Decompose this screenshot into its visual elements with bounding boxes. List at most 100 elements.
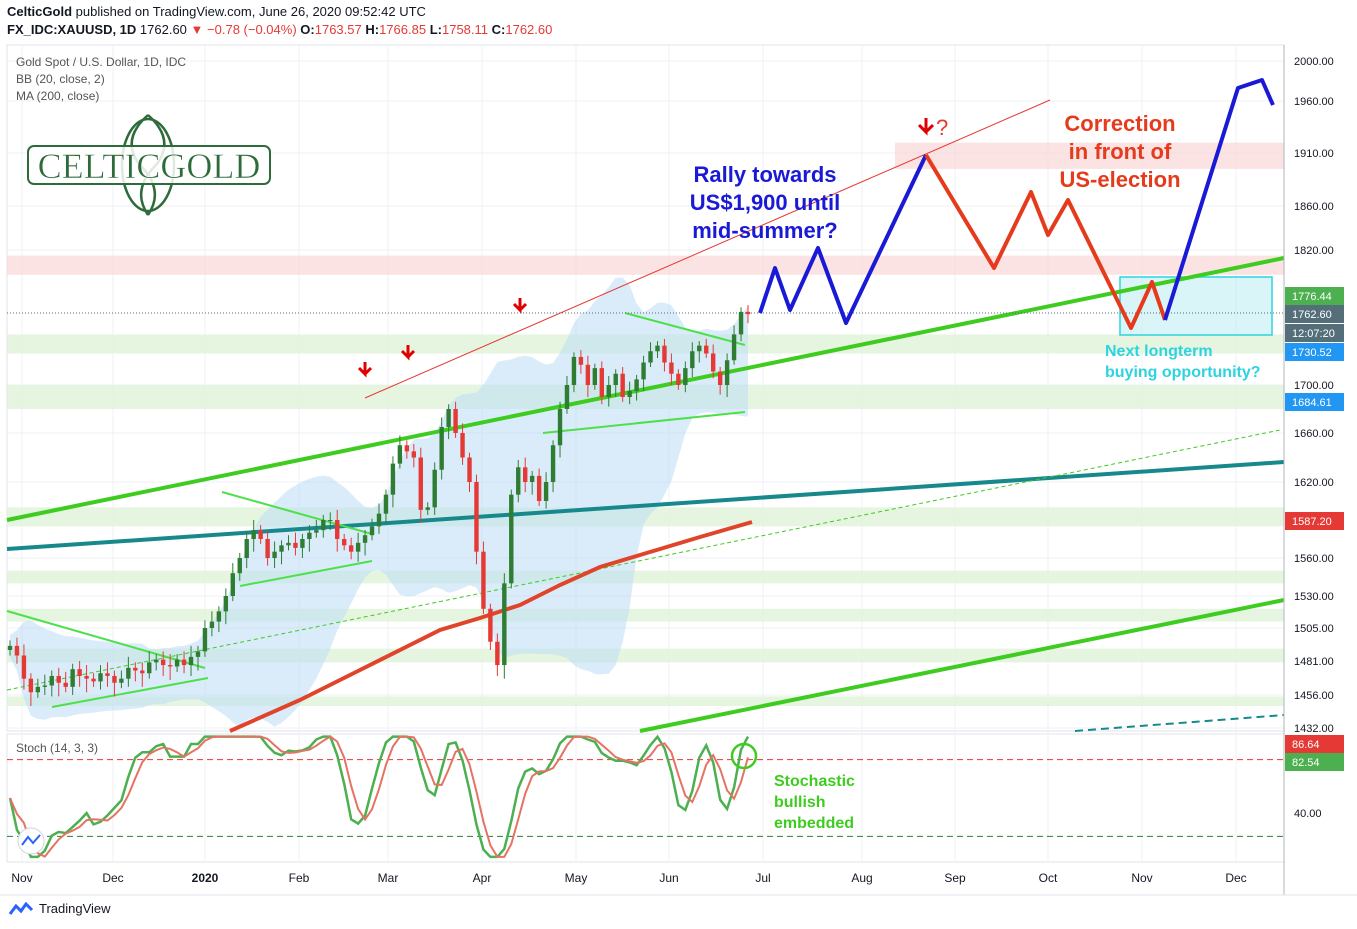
- celticgold-logo: CELTICGOLD: [27, 114, 271, 216]
- candle-body: [446, 409, 451, 427]
- candle-body: [411, 451, 417, 458]
- rally-line-1: Rally towards: [693, 162, 836, 187]
- candle-body: [724, 360, 730, 385]
- candle-body: [251, 530, 256, 539]
- y-tick-label: 1456.00: [1294, 690, 1334, 702]
- question-mark: ?: [936, 115, 948, 140]
- symbol: FX_IDC:XAUUSD, 1D: [7, 22, 137, 37]
- price-zone: [7, 696, 1284, 706]
- y-tick-label: 1432.00: [1294, 723, 1334, 735]
- candle-body: [42, 685, 48, 687]
- x-tick-label: Dec: [102, 871, 123, 885]
- candle-body: [641, 362, 646, 380]
- projection-correction: [924, 153, 1167, 330]
- mid-trend-line: [6, 460, 1285, 551]
- candle-body: [710, 353, 716, 372]
- next-annotation: Next longterm buying opportunity?: [1105, 343, 1261, 381]
- candle-body: [648, 351, 653, 363]
- price-label-bg: [1285, 512, 1344, 530]
- candle-body: [35, 686, 41, 693]
- correction-line-3: US-election: [1059, 167, 1180, 192]
- stoch-highlight-circle: [730, 742, 758, 770]
- high-value: 1766.85: [379, 22, 427, 37]
- candle-body: [160, 659, 166, 666]
- candle-body: [181, 659, 187, 666]
- candle-body: [717, 371, 723, 385]
- candle-body: [432, 469, 437, 508]
- stoch-note-1: Stochastic: [774, 773, 855, 790]
- candle-body: [453, 409, 458, 433]
- y-tick-label: 1620.00: [1294, 477, 1334, 489]
- price-zone: [7, 255, 1284, 275]
- legend-ma: MA (200, close): [16, 89, 99, 103]
- price-change: ▼ −0.78 (−0.04%): [190, 22, 297, 37]
- y-tick-label: 1530.00: [1294, 591, 1334, 603]
- candle-body: [467, 457, 472, 482]
- y-tick-label: 1660.00: [1294, 428, 1334, 440]
- candle-body: [362, 535, 368, 543]
- candle-body: [98, 673, 103, 682]
- low-value: 1758.11: [441, 22, 489, 37]
- projection-rally-2: [1163, 78, 1275, 321]
- candle-body: [307, 532, 312, 539]
- ma-200-line: [229, 520, 753, 733]
- y-tick-label: 1910.00: [1294, 148, 1334, 160]
- stoch-value-label: 82.54: [1292, 757, 1320, 769]
- candle-body: [745, 311, 751, 315]
- candle-body: [300, 539, 305, 548]
- candle-body: [202, 628, 208, 652]
- teal-dashed-line: [1074, 714, 1285, 732]
- x-tick-label: Mar: [378, 871, 399, 885]
- tv-badge-icon: [21, 834, 41, 846]
- candle-body: [592, 368, 598, 385]
- legend-title: Gold Spot / U.S. Dollar, 1D, IDC: [16, 55, 186, 69]
- candle-body: [690, 351, 695, 369]
- legend-bb: BB (20, close, 2): [16, 72, 105, 86]
- candle-body: [174, 659, 180, 667]
- stoch-tick: 40.00: [1294, 808, 1322, 820]
- candle-body: [105, 673, 110, 676]
- price-label-bg: [1285, 324, 1344, 342]
- logo-text: CELTICGOLD: [38, 146, 261, 186]
- x-tick-label: Apr: [473, 871, 492, 885]
- candle-body: [655, 345, 660, 352]
- stoch-value-label: 86.64: [1292, 739, 1320, 751]
- candle-body: [154, 659, 159, 663]
- price-label-bg: [1285, 343, 1344, 361]
- x-tick-label: Oct: [1039, 871, 1058, 885]
- x-tick-label: 2020: [192, 871, 219, 885]
- stoch-annotation: Stochastic bullish embedded: [774, 773, 855, 832]
- candle-body: [49, 675, 54, 686]
- ohlc-info: FX_IDC:XAUUSD, 1D 1762.60 ▼ −0.78 (−0.04…: [7, 22, 552, 37]
- candle-body: [237, 558, 242, 574]
- stoch-value-bg: [1285, 753, 1344, 771]
- candle-body: [669, 362, 674, 374]
- candle-body: [133, 667, 138, 671]
- candle-body: [460, 433, 465, 458]
- candle-body: [56, 675, 61, 683]
- candle-body: [634, 379, 639, 391]
- candle-body: [613, 373, 618, 385]
- candle-body: [529, 475, 535, 482]
- price-label: 1730.52: [1292, 347, 1332, 359]
- candle-body: [348, 545, 354, 552]
- candle-body: [516, 467, 521, 495]
- candle-body: [14, 645, 20, 656]
- candle-body: [578, 356, 584, 365]
- triangle-upper: [6, 610, 206, 669]
- lower-trend-line: [639, 598, 1285, 733]
- correction-line-1: Correction: [1064, 111, 1175, 136]
- published-text: published on TradingView.com, June 26, 2…: [75, 4, 426, 19]
- candle-body: [293, 542, 298, 548]
- tradingview-footer: TradingView: [8, 901, 111, 916]
- tradingview-logo-icon: [8, 901, 34, 915]
- candle-body: [425, 507, 430, 510]
- candle-body: [704, 345, 709, 354]
- candle-body: [21, 655, 27, 679]
- candle-body: [571, 356, 577, 385]
- low-label: L:: [429, 22, 442, 37]
- arrow-down-icon: [400, 345, 416, 361]
- candle-body: [147, 662, 152, 674]
- bollinger-band: [10, 277, 748, 727]
